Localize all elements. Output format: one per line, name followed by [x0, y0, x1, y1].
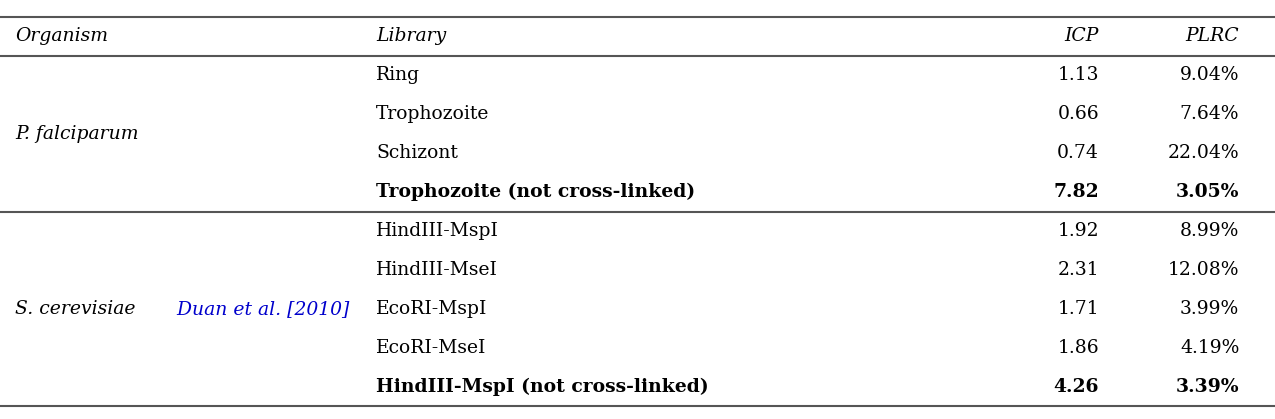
Text: 2.31: 2.31 — [1057, 261, 1099, 279]
Text: Ring: Ring — [376, 66, 421, 84]
Text: S. cerevisiae: S. cerevisiae — [15, 300, 136, 318]
Text: HindIII-MseI: HindIII-MseI — [376, 261, 499, 279]
Text: 22.04%: 22.04% — [1168, 144, 1239, 162]
Text: 1.71: 1.71 — [1057, 300, 1099, 318]
Text: 4.19%: 4.19% — [1179, 339, 1239, 357]
Text: 0.66: 0.66 — [1057, 105, 1099, 123]
Text: Trophozoite (not cross-linked): Trophozoite (not cross-linked) — [376, 183, 695, 201]
Text: Library: Library — [376, 27, 446, 45]
Text: 4.26: 4.26 — [1053, 378, 1099, 396]
Text: HindIII-MspI: HindIII-MspI — [376, 222, 499, 240]
Text: PLRC: PLRC — [1186, 27, 1239, 45]
Text: Schizont: Schizont — [376, 144, 458, 162]
Text: 0.74: 0.74 — [1057, 144, 1099, 162]
Text: 8.99%: 8.99% — [1179, 222, 1239, 240]
Text: 3.05%: 3.05% — [1176, 183, 1239, 201]
Text: 12.08%: 12.08% — [1168, 261, 1239, 279]
Text: 1.86: 1.86 — [1057, 339, 1099, 357]
Text: HindIII-MspI (not cross-linked): HindIII-MspI (not cross-linked) — [376, 378, 709, 396]
Text: 3.99%: 3.99% — [1181, 300, 1239, 318]
Text: 1.13: 1.13 — [1057, 66, 1099, 84]
Text: 3.39%: 3.39% — [1176, 378, 1239, 396]
Text: Organism: Organism — [15, 27, 108, 45]
Text: 7.82: 7.82 — [1053, 183, 1099, 201]
Text: 7.64%: 7.64% — [1179, 105, 1239, 123]
Text: 9.04%: 9.04% — [1179, 66, 1239, 84]
Text: EcoRI-MspI: EcoRI-MspI — [376, 300, 487, 318]
Text: 1.92: 1.92 — [1057, 222, 1099, 240]
Text: Trophozoite: Trophozoite — [376, 105, 490, 123]
Text: P. falciparum: P. falciparum — [15, 125, 139, 142]
Text: ICP: ICP — [1065, 27, 1099, 45]
Text: Duan et al. [2010]: Duan et al. [2010] — [171, 300, 349, 318]
Text: EcoRI-MseI: EcoRI-MseI — [376, 339, 487, 357]
